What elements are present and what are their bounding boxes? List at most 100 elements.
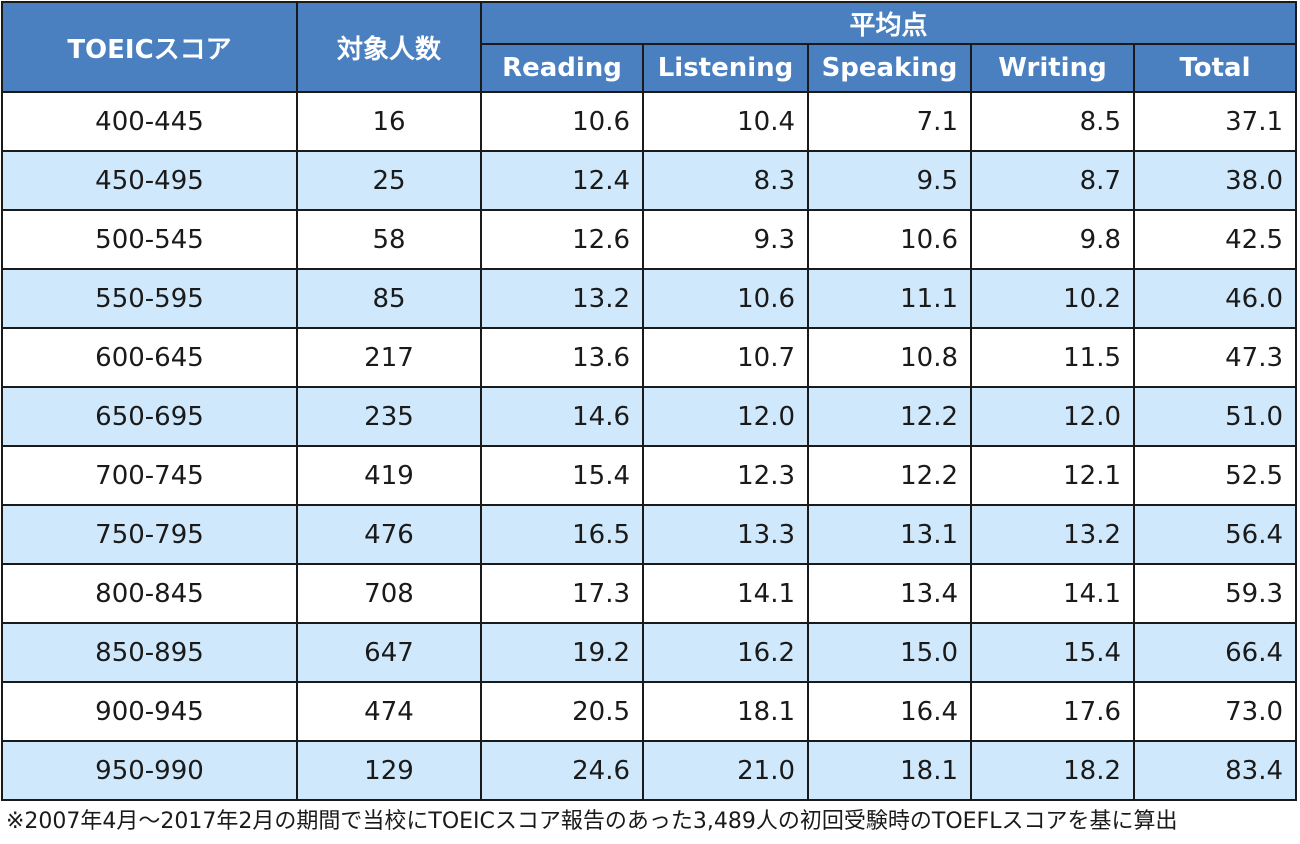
cell-score-range: 450-495 — [1, 150, 298, 211]
cell-count: 217 — [296, 327, 482, 388]
header-average-group: 平均点 — [479, 1, 1298, 45]
cell-listening: 8.3 — [642, 150, 809, 211]
cell-count: 235 — [296, 386, 482, 447]
table-row: 600-645 217 13.6 10.7 10.8 11.5 47.3 — [1, 327, 1298, 388]
cell-writing: 10.2 — [970, 268, 1135, 329]
cell-count: 476 — [296, 504, 482, 565]
cell-listening: 18.1 — [642, 681, 809, 742]
header-row-sub: Reading Listening Speaking Writing Total — [2, 43, 1298, 93]
cell-total: 37.1 — [1132, 91, 1298, 152]
cell-listening: 16.2 — [642, 622, 809, 683]
cell-writing: 14.1 — [970, 563, 1135, 624]
cell-score-range: 850-895 — [1, 622, 298, 683]
cell-count: 129 — [296, 740, 482, 801]
cell-count: 85 — [296, 268, 482, 329]
cell-total: 73.0 — [1132, 681, 1298, 742]
header-count: 対象人数 — [296, 1, 482, 93]
table-row: 400-445 16 10.6 10.4 7.1 8.5 37.1 — [1, 91, 1298, 152]
cell-listening: 12.0 — [642, 386, 809, 447]
cell-writing: 8.5 — [970, 91, 1135, 152]
cell-speaking: 16.4 — [807, 681, 972, 742]
cell-reading: 13.6 — [480, 327, 644, 388]
cell-writing: 12.0 — [970, 386, 1135, 447]
cell-total: 47.3 — [1132, 327, 1298, 388]
cell-writing: 11.5 — [970, 327, 1135, 388]
table-row: 550-595 85 13.2 10.6 11.1 10.2 46.0 — [1, 268, 1298, 329]
cell-total: 59.3 — [1132, 563, 1298, 624]
cell-writing: 17.6 — [970, 681, 1135, 742]
cell-listening: 21.0 — [642, 740, 809, 801]
cell-count: 474 — [296, 681, 482, 742]
cell-listening: 9.3 — [642, 209, 809, 270]
cell-speaking: 13.1 — [807, 504, 972, 565]
header-listening: Listening — [642, 43, 809, 93]
cell-count: 708 — [296, 563, 482, 624]
cell-writing: 12.1 — [970, 445, 1135, 506]
cell-reading: 13.2 — [480, 268, 644, 329]
cell-speaking: 12.2 — [807, 445, 972, 506]
cell-count: 58 — [296, 209, 482, 270]
cell-writing: 18.2 — [970, 740, 1135, 801]
cell-listening: 14.1 — [642, 563, 809, 624]
cell-reading: 10.6 — [480, 91, 644, 152]
cell-listening: 13.3 — [642, 504, 809, 565]
cell-total: 38.0 — [1132, 150, 1298, 211]
cell-reading: 15.4 — [480, 445, 644, 506]
table-row: 850-895 647 19.2 16.2 15.0 15.4 66.4 — [1, 622, 1298, 683]
cell-speaking: 10.6 — [807, 209, 972, 270]
header-row-top: TOEICスコア 対象人数 平均点 — [1, 1, 1298, 93]
cell-reading: 14.6 — [480, 386, 644, 447]
cell-reading: 12.6 — [480, 209, 644, 270]
header-reading: Reading — [480, 43, 644, 93]
cell-reading: 24.6 — [480, 740, 644, 801]
cell-speaking: 12.2 — [807, 386, 972, 447]
cell-writing: 15.4 — [970, 622, 1135, 683]
cell-listening: 10.6 — [642, 268, 809, 329]
cell-listening: 10.7 — [642, 327, 809, 388]
table-row: 650-695 235 14.6 12.0 12.2 12.0 51.0 — [1, 386, 1298, 447]
cell-score-range: 600-645 — [1, 327, 298, 388]
cell-speaking: 13.4 — [807, 563, 972, 624]
cell-total: 56.4 — [1132, 504, 1298, 565]
cell-total: 66.4 — [1132, 622, 1298, 683]
cell-writing: 8.7 — [970, 150, 1135, 211]
cell-score-range: 950-990 — [1, 740, 298, 801]
table-row: 800-845 708 17.3 14.1 13.4 14.1 59.3 — [1, 563, 1298, 624]
cell-reading: 16.5 — [480, 504, 644, 565]
cell-listening: 10.4 — [642, 91, 809, 152]
table-row: 500-545 58 12.6 9.3 10.6 9.8 42.5 — [1, 209, 1298, 270]
cell-writing: 9.8 — [970, 209, 1135, 270]
table-row: 900-945 474 20.5 18.1 16.4 17.6 73.0 — [1, 681, 1298, 742]
cell-total: 42.5 — [1132, 209, 1298, 270]
cell-reading: 19.2 — [480, 622, 644, 683]
cell-total: 52.5 — [1132, 445, 1298, 506]
cell-score-range: 900-945 — [1, 681, 298, 742]
cell-score-range: 500-545 — [1, 209, 298, 270]
cell-count: 419 — [296, 445, 482, 506]
cell-total: 83.4 — [1132, 740, 1298, 801]
header-speaking: Speaking — [807, 43, 972, 93]
score-table: TOEICスコア 対象人数 平均点 Reading Listening Spea… — [1, 1, 1298, 801]
header-writing: Writing — [970, 43, 1135, 93]
cell-reading: 20.5 — [480, 681, 644, 742]
cell-count: 647 — [296, 622, 482, 683]
cell-score-range: 700-745 — [1, 445, 298, 506]
cell-total: 51.0 — [1132, 386, 1298, 447]
cell-count: 25 — [296, 150, 482, 211]
cell-score-range: 750-795 — [1, 504, 298, 565]
cell-speaking: 15.0 — [807, 622, 972, 683]
cell-reading: 12.4 — [480, 150, 644, 211]
cell-speaking: 9.5 — [807, 150, 972, 211]
cell-score-range: 550-595 — [1, 268, 298, 329]
cell-speaking: 11.1 — [807, 268, 972, 329]
cell-speaking: 10.8 — [807, 327, 972, 388]
table-row: 750-795 476 16.5 13.3 13.1 13.2 56.4 — [1, 504, 1298, 565]
header-total: Total — [1132, 43, 1298, 93]
footnote: ※2007年4月～2017年2月の期間で当校にTOEICスコア報告のあった3,4… — [6, 809, 1178, 834]
cell-count: 16 — [296, 91, 482, 152]
cell-speaking: 7.1 — [807, 91, 972, 152]
cell-score-range: 650-695 — [1, 386, 298, 447]
cell-score-range: 400-445 — [1, 91, 298, 152]
cell-reading: 17.3 — [480, 563, 644, 624]
table-row: 450-495 25 12.4 8.3 9.5 8.7 38.0 — [1, 150, 1298, 211]
